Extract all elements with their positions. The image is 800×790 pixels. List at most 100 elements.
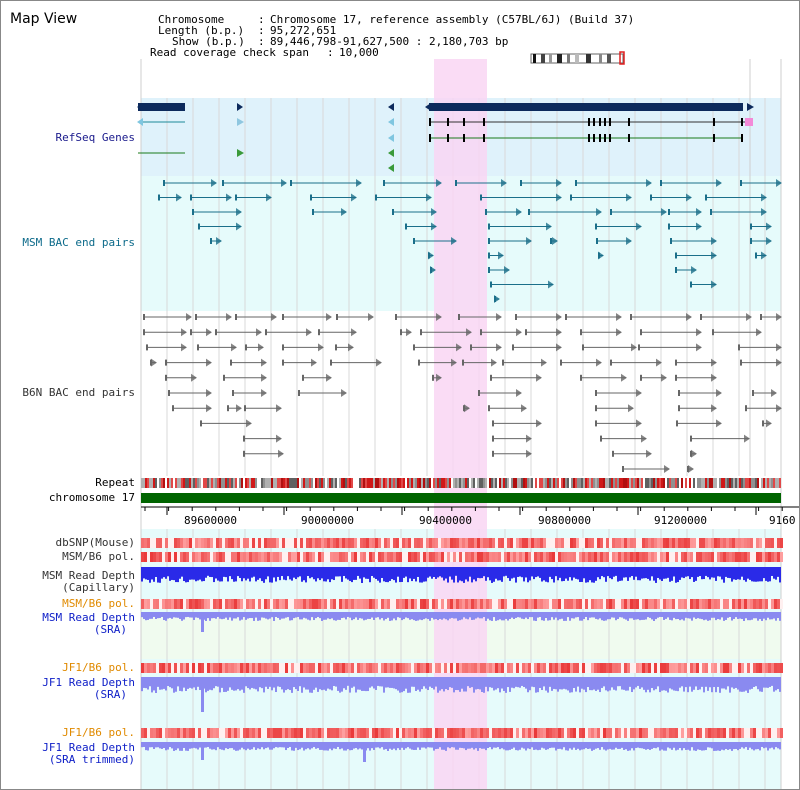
- msm-b6-pol2-heat: [738, 599, 741, 609]
- msm-b6-pol-heat: [330, 552, 333, 562]
- jf1-b6-pol-heat: [735, 663, 738, 673]
- jf1-depth-sra: [685, 677, 687, 688]
- msm-bac-pair-end: [766, 222, 772, 231]
- track-label-b6n-bac[interactable]: B6N BAC end pairs: [22, 386, 135, 399]
- msm-depth-capillary: [501, 567, 503, 582]
- msm-depth-sra: [295, 612, 297, 618]
- msm-b6-pol2-heat: [597, 599, 600, 609]
- dbsnp-heat: [660, 538, 663, 548]
- repeat-bar: [361, 478, 363, 488]
- jf1-depth-sra: [183, 677, 185, 688]
- msm-b6-pol2-heat: [279, 599, 282, 609]
- jf1-b6-pol-heat: [255, 663, 258, 673]
- track-label-jf1-b6-pol[interactable]: JF1/B6 pol.: [62, 661, 135, 674]
- jf1-b6-pol-heat: [141, 663, 144, 673]
- dbsnp-heat: [291, 538, 294, 548]
- dbsnp-heat: [384, 538, 387, 548]
- repeat-bar: [289, 478, 291, 488]
- msm-depth-capillary: [503, 567, 505, 577]
- jf1-b6-pol-heat: [408, 663, 411, 673]
- track-label-msm-b6-pol-2[interactable]: MSM/B6 pol.: [62, 597, 135, 610]
- ideogram-band: [586, 54, 591, 63]
- jf1-depth-trimmed: [545, 742, 547, 750]
- repeat-bar: [187, 478, 189, 488]
- b6n-bac-pair-end: [227, 405, 229, 412]
- msm-b6-pol2-heat: [276, 599, 279, 609]
- msm-bac-pair-end: [761, 193, 767, 202]
- msm-depth-capillary: [635, 567, 637, 577]
- track-label-jf1-depth-trimmed[interactable]: JF1 Read Depth: [42, 741, 135, 754]
- msm-b6-pol2-heat: [651, 599, 654, 609]
- track-label-jf1-b6-pol-2[interactable]: JF1/B6 pol.: [62, 726, 135, 739]
- msm-b6-pol-heat: [318, 552, 321, 562]
- dbsnp-heat: [540, 538, 543, 548]
- jf1-depth-sra: [629, 677, 631, 687]
- msm-depth-capillary: [195, 567, 197, 582]
- msm-depth-sra: [685, 612, 687, 618]
- jf1-depth-sra: [343, 677, 345, 689]
- track-label-repeat[interactable]: Repeat: [95, 476, 135, 489]
- jf1-depth-sra: [519, 677, 521, 688]
- msm-depth-sra: [687, 612, 689, 619]
- msm-depth-capillary: [269, 567, 271, 583]
- jf1-b6-pol2-heat: [186, 728, 189, 738]
- msm-depth-sra: [235, 612, 237, 619]
- b6n-bac-pair-end: [413, 344, 415, 351]
- msm-depth-capillary: [335, 567, 337, 577]
- b6n-bac-pair-end: [661, 373, 667, 382]
- msm-depth-sra: [333, 612, 335, 621]
- jf1-depth-sra: [485, 677, 487, 687]
- msm-depth-capillary: [699, 567, 701, 577]
- b6n-bac-pair-end: [395, 314, 397, 320]
- info-colon: :: [258, 35, 265, 48]
- repeat-bar: [351, 478, 353, 488]
- msm-depth-sra: [147, 612, 149, 620]
- track-label-refseq-genes[interactable]: RefSeq Genes: [55, 131, 135, 144]
- msm-b6-pol-heat: [201, 552, 204, 562]
- msm-b6-pol2-heat: [654, 599, 657, 609]
- dbsnp-heat: [360, 538, 363, 548]
- msm-b6-pol2-heat: [675, 599, 678, 609]
- repeat-bar: [327, 478, 329, 488]
- dbsnp-heat: [534, 538, 537, 548]
- jf1-b6-pol-heat: [564, 663, 567, 673]
- dbsnp-heat: [204, 538, 207, 548]
- repeat-bar: [635, 478, 637, 488]
- jf1-b6-pol-heat: [378, 663, 381, 673]
- dbsnp-heat: [513, 538, 516, 548]
- jf1-b6-pol-heat: [327, 663, 330, 673]
- repeat-bar: [629, 478, 631, 488]
- track-label-msm-bac[interactable]: MSM BAC end pairs: [22, 236, 135, 249]
- dbsnp-heat: [273, 538, 276, 548]
- jf1-b6-pol2-heat: [723, 728, 726, 738]
- jf1-depth-sra: [615, 677, 617, 691]
- track-label-msm-depth-sra[interactable]: MSM Read Depth: [42, 611, 135, 624]
- dbsnp-heat: [744, 538, 747, 548]
- jf1-b6-pol2-heat: [495, 728, 498, 738]
- msm-b6-pol2-heat: [417, 599, 420, 609]
- repeat-bar: [261, 478, 263, 488]
- dbsnp-heat: [468, 538, 471, 548]
- jf1-b6-pol-heat: [582, 663, 585, 673]
- msm-bac-pair-end: [281, 179, 287, 187]
- msm-depth-capillary: [721, 567, 723, 580]
- jf1-depth-sra: [727, 677, 729, 687]
- msm-depth-capillary: [255, 567, 257, 582]
- msm-depth-sra: [319, 612, 321, 619]
- track-label-dbsnp[interactable]: dbSNP(Mouse): [55, 536, 135, 549]
- dbsnp-heat: [159, 538, 162, 548]
- msm-depth-sra: [555, 612, 557, 618]
- track-label-msm-depth-capillary[interactable]: MSM Read Depth: [42, 569, 135, 582]
- repeat-bar: [605, 478, 607, 488]
- dbsnp-heat: [429, 538, 432, 548]
- msm-b6-pol-heat: [357, 552, 360, 562]
- track-label-jf1-depth-sra[interactable]: JF1 Read Depth: [42, 676, 135, 689]
- repeat-bar: [695, 478, 697, 488]
- msm-depth-sra: [327, 612, 329, 619]
- jf1-b6-pol-heat: [282, 663, 285, 673]
- jf1-depth-sra: [465, 677, 467, 692]
- track-label-msm-b6-pol[interactable]: MSM/B6 pol.: [62, 550, 135, 563]
- jf1-b6-pol-heat: [324, 663, 327, 673]
- msm-b6-pol2-heat: [339, 599, 342, 609]
